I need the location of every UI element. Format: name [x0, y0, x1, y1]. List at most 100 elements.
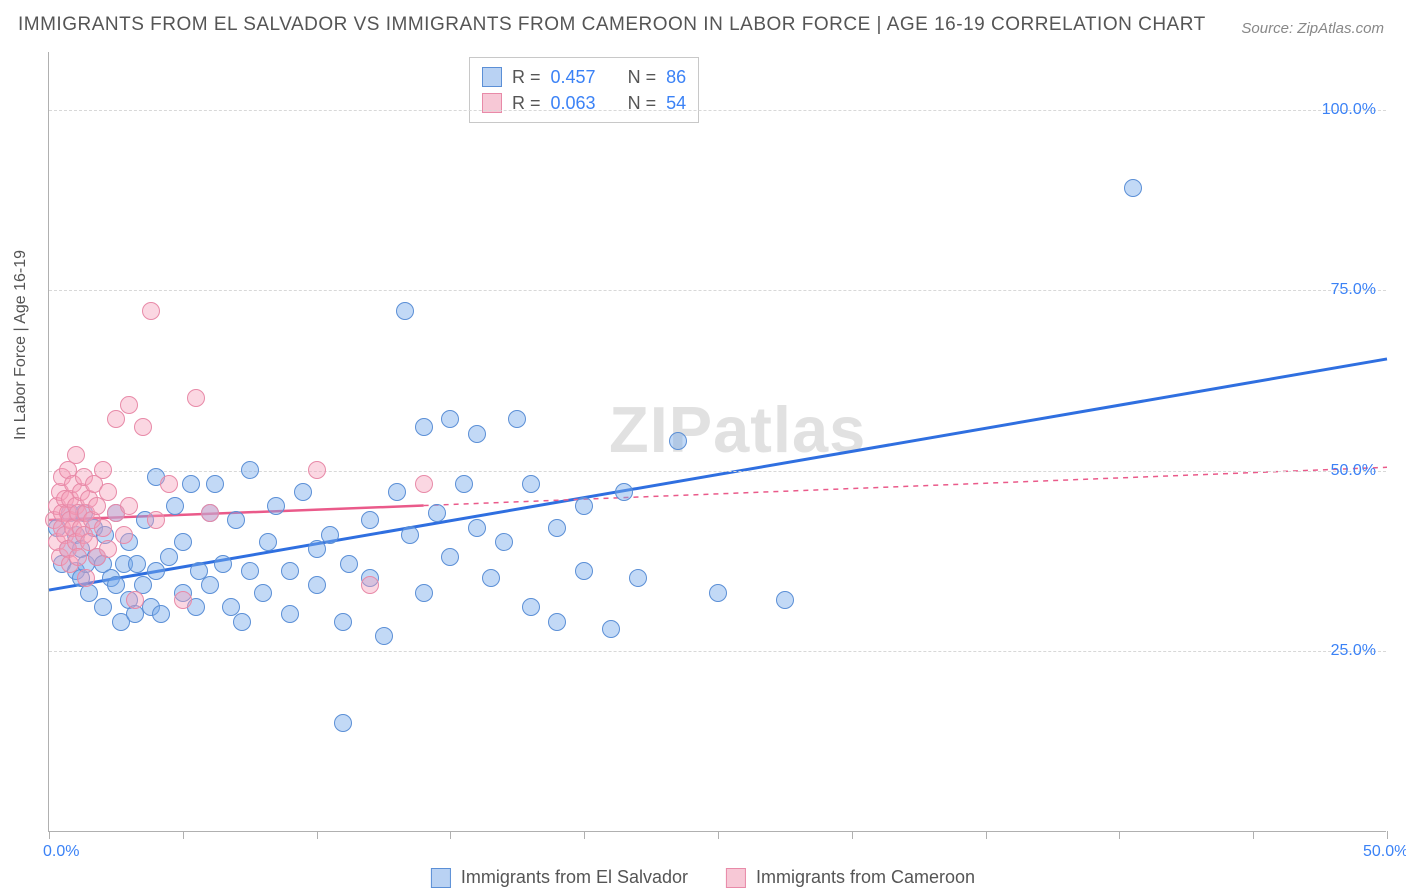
x-tick [317, 831, 318, 839]
gridline [49, 651, 1386, 652]
data-point-cameroon [142, 302, 160, 320]
stats-legend-box: R =0.457N =86R =0.063N =54 [469, 57, 699, 123]
data-point-el_salvador [669, 432, 687, 450]
data-point-el_salvador [709, 584, 727, 602]
data-point-cameroon [99, 483, 117, 501]
data-point-el_salvador [1124, 179, 1142, 197]
data-point-el_salvador [160, 548, 178, 566]
data-point-cameroon [94, 461, 112, 479]
data-point-el_salvador [776, 591, 794, 609]
data-point-el_salvador [441, 548, 459, 566]
data-point-el_salvador [174, 533, 192, 551]
data-point-el_salvador [201, 576, 219, 594]
y-axis-label: In Labor Force | Age 16-19 [12, 250, 30, 440]
stat-r-label: R = [512, 67, 541, 88]
data-point-cameroon [120, 497, 138, 515]
data-point-el_salvador [241, 562, 259, 580]
data-point-el_salvador [308, 576, 326, 594]
data-point-el_salvador [401, 526, 419, 544]
data-point-cameroon [201, 504, 219, 522]
data-point-el_salvador [388, 483, 406, 501]
data-point-el_salvador [334, 714, 352, 732]
data-point-el_salvador [396, 302, 414, 320]
data-point-el_salvador [375, 627, 393, 645]
data-point-cameroon [187, 389, 205, 407]
x-tick [450, 831, 451, 839]
data-point-cameroon [134, 418, 152, 436]
data-point-el_salvador [428, 504, 446, 522]
data-point-el_salvador [259, 533, 277, 551]
stat-n-label: N = [628, 67, 657, 88]
swatch-icon [482, 67, 502, 87]
data-point-el_salvador [281, 562, 299, 580]
data-point-el_salvador [482, 569, 500, 587]
trend-lines [49, 52, 1387, 832]
legend-item-el_salvador: Immigrants from El Salvador [431, 867, 688, 888]
data-point-el_salvador [233, 613, 251, 631]
x-tick [1253, 831, 1254, 839]
data-point-el_salvador [602, 620, 620, 638]
swatch-icon [726, 868, 746, 888]
chart-title: IMMIGRANTS FROM EL SALVADOR VS IMMIGRANT… [18, 14, 1206, 36]
data-point-el_salvador [522, 475, 540, 493]
series-legend: Immigrants from El Salvador Immigrants fr… [431, 867, 975, 888]
data-point-el_salvador [214, 555, 232, 573]
x-tick [852, 831, 853, 839]
source-name: ZipAtlas.com [1297, 20, 1384, 37]
data-point-el_salvador [522, 598, 540, 616]
y-tick-label: 25.0% [1331, 642, 1376, 660]
data-point-el_salvador [495, 533, 513, 551]
data-point-el_salvador [281, 605, 299, 623]
data-point-el_salvador [206, 475, 224, 493]
data-point-el_salvador [182, 475, 200, 493]
data-point-el_salvador [152, 605, 170, 623]
stats-row-el_salvador: R =0.457N =86 [482, 64, 686, 90]
data-point-el_salvador [166, 497, 184, 515]
data-point-el_salvador [294, 483, 312, 501]
x-tick [718, 831, 719, 839]
data-point-el_salvador [468, 425, 486, 443]
x-tick [584, 831, 585, 839]
x-tick [1387, 831, 1388, 839]
stat-r-value: 0.457 [551, 67, 596, 88]
data-point-el_salvador [227, 511, 245, 529]
legend-label: Immigrants from El Salvador [461, 867, 688, 888]
legend-label: Immigrants from Cameroon [756, 867, 975, 888]
x-tick-label: 50.0% [1363, 843, 1406, 861]
data-point-el_salvador [147, 562, 165, 580]
x-tick [1119, 831, 1120, 839]
data-point-cameroon [160, 475, 178, 493]
y-tick-label: 50.0% [1331, 462, 1376, 480]
data-point-el_salvador [361, 511, 379, 529]
data-point-el_salvador [334, 613, 352, 631]
data-point-cameroon [77, 569, 95, 587]
data-point-el_salvador [615, 483, 633, 501]
y-tick-label: 75.0% [1331, 281, 1376, 299]
data-point-cameroon [107, 410, 125, 428]
data-point-cameroon [126, 591, 144, 609]
data-point-el_salvador [575, 562, 593, 580]
data-point-el_salvador [241, 461, 259, 479]
x-tick [183, 831, 184, 839]
correlation-chart: IMMIGRANTS FROM EL SALVADOR VS IMMIGRANT… [0, 0, 1406, 892]
data-point-cameroon [115, 526, 133, 544]
data-point-cameroon [99, 540, 117, 558]
gridline [49, 110, 1386, 111]
x-tick [986, 831, 987, 839]
y-tick-label: 100.0% [1322, 101, 1376, 119]
swatch-icon [431, 868, 451, 888]
data-point-el_salvador [267, 497, 285, 515]
source-citation: Source: ZipAtlas.com [1241, 20, 1384, 37]
data-point-el_salvador [321, 526, 339, 544]
stats-row-cameroon: R =0.063N =54 [482, 90, 686, 116]
data-point-el_salvador [508, 410, 526, 428]
data-point-cameroon [415, 475, 433, 493]
data-point-cameroon [147, 511, 165, 529]
data-point-cameroon [94, 519, 112, 537]
data-point-el_salvador [254, 584, 272, 602]
data-point-el_salvador [575, 497, 593, 515]
data-point-el_salvador [94, 598, 112, 616]
data-point-el_salvador [441, 410, 459, 428]
data-point-el_salvador [468, 519, 486, 537]
data-point-el_salvador [455, 475, 473, 493]
